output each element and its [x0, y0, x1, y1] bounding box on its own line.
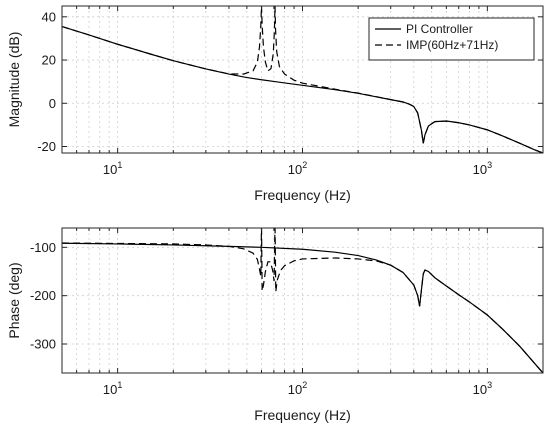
- x-tick-base: 10: [288, 382, 302, 397]
- legend-box: [368, 17, 535, 61]
- legend-label: PI Controller: [406, 22, 473, 36]
- y-tick-label: -20: [37, 139, 56, 154]
- legend-label: IMP(60Hz+71Hz): [406, 38, 498, 52]
- x-tick-exponent: 2: [302, 380, 307, 390]
- x-tick-exponent: 3: [487, 380, 492, 390]
- y-axis-label: Magnitude (dB): [6, 32, 22, 128]
- series-group: [62, 228, 543, 373]
- y-tick-label: 40: [42, 9, 56, 24]
- x-tick-base: 10: [103, 382, 117, 397]
- x-tick-label: 101: [103, 160, 122, 177]
- y-axis-label: Phase (deg): [6, 262, 22, 338]
- x-axis-label: Frequency (Hz): [254, 187, 350, 203]
- legend: PI Controller IMP(60Hz+71Hz): [368, 17, 535, 61]
- y-tick-label: 20: [42, 53, 56, 68]
- x-tick-exponent: 1: [117, 160, 122, 170]
- x-tick-exponent: 2: [302, 160, 307, 170]
- series-group: [62, 6, 543, 153]
- series-line-pi-controller: [62, 242, 543, 373]
- x-tick-label: 101: [103, 380, 122, 397]
- series-line-imp: [62, 6, 543, 153]
- series-line-pi-controller: [62, 25, 543, 153]
- x-tick-label: 102: [288, 160, 307, 177]
- x-tick-exponent: 1: [117, 380, 122, 390]
- x-tick-base: 10: [473, 382, 487, 397]
- x-axis-label: Frequency (Hz): [254, 407, 350, 423]
- y-tick-label: 0: [49, 96, 56, 111]
- x-tick-label: 103: [473, 160, 492, 177]
- x-tick-base: 10: [288, 162, 302, 177]
- y-tick-label: -200: [30, 288, 56, 303]
- x-tick-base: 10: [103, 162, 117, 177]
- x-tick-exponent: 3: [487, 160, 492, 170]
- x-tick-base: 10: [473, 162, 487, 177]
- y-tick-label: -300: [30, 337, 56, 352]
- y-tick-label: -100: [30, 240, 56, 255]
- x-tick-label: 102: [288, 380, 307, 397]
- x-tick-label: 103: [473, 380, 492, 397]
